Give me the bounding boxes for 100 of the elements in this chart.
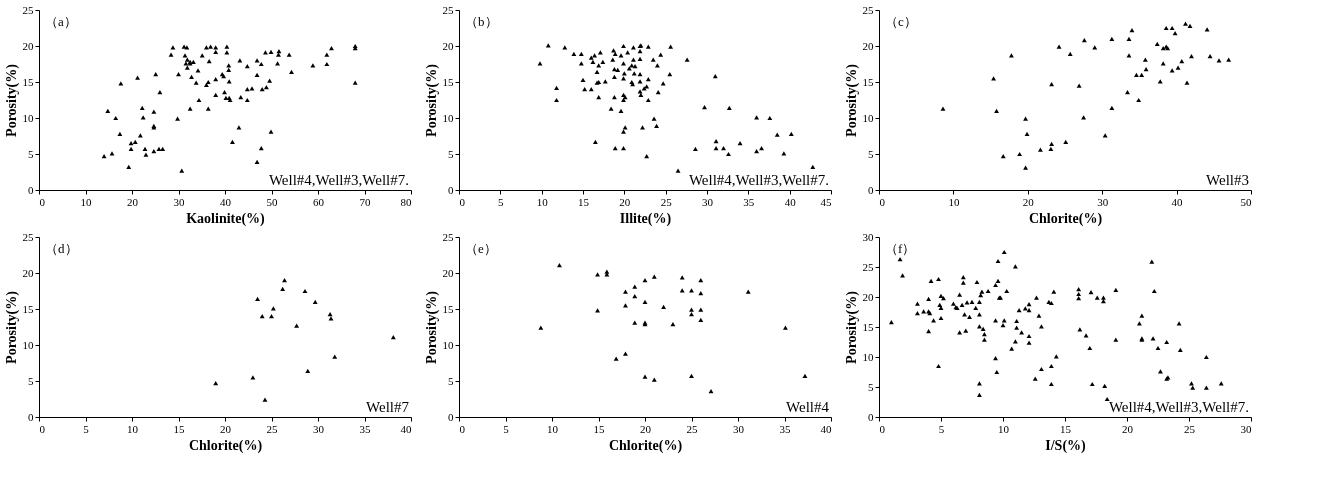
x-axis-title: Chlorite(%) — [1028, 210, 1103, 227]
point — [698, 291, 704, 296]
point — [1142, 57, 1148, 62]
x-tick-label: 5 — [498, 195, 505, 208]
y-tick-label: 20 — [862, 290, 874, 303]
point — [1179, 59, 1185, 64]
point — [213, 381, 219, 386]
x-tick-label: 10 — [547, 422, 559, 435]
y-tick-label: 25 — [862, 3, 874, 16]
x-tick-label: 5 — [938, 422, 945, 435]
x-tick-label: 30 — [1097, 195, 1109, 208]
y-tick-label: 10 — [862, 111, 874, 124]
point — [595, 272, 601, 277]
y-axis-title: Porosity(%) — [423, 63, 440, 137]
chart-title: （c） — [885, 14, 917, 29]
point — [698, 278, 704, 283]
y-tick-label: 15 — [442, 302, 454, 315]
point — [332, 354, 338, 359]
point — [661, 304, 667, 309]
annotation: Well#4,Well#3,Well#7. — [1108, 399, 1249, 415]
point — [1126, 36, 1132, 41]
point — [312, 299, 318, 304]
point — [1154, 41, 1160, 46]
x-tick-label: 15 — [1060, 422, 1072, 435]
point — [1049, 141, 1055, 147]
point — [1081, 38, 1087, 43]
chart-title: （f） — [885, 241, 916, 256]
point — [1133, 72, 1139, 77]
point — [632, 284, 638, 289]
point — [1067, 51, 1073, 57]
point — [1226, 57, 1232, 62]
y-tick-label: 5 — [448, 374, 454, 387]
point — [623, 351, 628, 356]
y-tick-label: 15 — [862, 320, 874, 333]
point — [689, 307, 694, 312]
x-tick-label: 0 — [459, 195, 466, 208]
point — [270, 306, 276, 311]
point — [679, 275, 685, 280]
point — [642, 374, 648, 379]
point — [1125, 89, 1130, 95]
point — [259, 314, 265, 319]
x-tick-label: 60 — [313, 195, 325, 208]
point — [1216, 58, 1222, 63]
x-axis-title: I/S(%) — [1045, 437, 1087, 454]
y-tick-label: 20 — [442, 39, 454, 52]
point — [679, 288, 685, 293]
x-tick-label: 20 — [619, 195, 631, 208]
point — [1024, 131, 1030, 136]
y-tick-label: 5 — [28, 147, 34, 160]
y-tick-label: 20 — [22, 266, 34, 279]
annotation: Well#4 — [786, 399, 830, 415]
point — [1076, 83, 1082, 88]
x-tick-label: 30 — [173, 195, 185, 208]
x-tick-label: 10 — [127, 422, 139, 435]
x-tick-label: 10 — [998, 422, 1010, 435]
x-tick-label: 20 — [220, 422, 232, 435]
x-tick-label: 0 — [39, 195, 46, 208]
x-tick-label: 35 — [359, 422, 371, 435]
annotation: Well#4,Well#3,Well#7. — [688, 172, 829, 188]
x-tick-label: 30 — [733, 422, 745, 435]
y-tick-label: 5 — [448, 147, 454, 160]
point — [670, 322, 676, 327]
x-tick-label: 25 — [266, 422, 278, 435]
x-tick-label: 35 — [779, 422, 791, 435]
point — [651, 274, 657, 279]
x-tick-label: 30 — [702, 195, 714, 208]
chart-title: （d） — [45, 241, 78, 256]
point — [280, 286, 286, 291]
point — [1160, 61, 1166, 66]
point — [1204, 27, 1210, 32]
x-tick-label: 0 — [879, 195, 886, 208]
y-tick-label: 5 — [28, 374, 34, 387]
point — [1175, 65, 1181, 70]
point — [1183, 21, 1188, 26]
x-tick-label: 40 — [220, 195, 232, 208]
point — [1023, 165, 1029, 170]
point — [390, 334, 396, 340]
point — [1157, 79, 1163, 84]
point — [802, 373, 808, 379]
point — [632, 320, 638, 325]
x-tick-label: 40 — [1171, 195, 1184, 208]
point — [1109, 105, 1115, 111]
x-tick-label: 30 — [1240, 422, 1252, 435]
point — [642, 299, 648, 304]
point — [1187, 23, 1193, 28]
point — [782, 325, 788, 330]
point — [1102, 133, 1108, 138]
x-tick-label: 0 — [459, 422, 466, 435]
point — [604, 272, 610, 277]
x-tick-label: 70 — [359, 195, 371, 208]
y-axis-title: Porosity(%) — [423, 290, 440, 364]
x-tick-label: 10 — [536, 195, 549, 208]
chart-title: （b） — [465, 14, 498, 29]
x-tick-label: 35 — [743, 195, 755, 208]
y-tick-label: 15 — [442, 75, 454, 88]
y-tick-label: 20 — [442, 266, 454, 279]
y-tick-label: 20 — [862, 39, 874, 52]
annotation: Well#7 — [366, 399, 410, 415]
x-tick-label: 5 — [503, 422, 510, 435]
point — [250, 375, 256, 380]
